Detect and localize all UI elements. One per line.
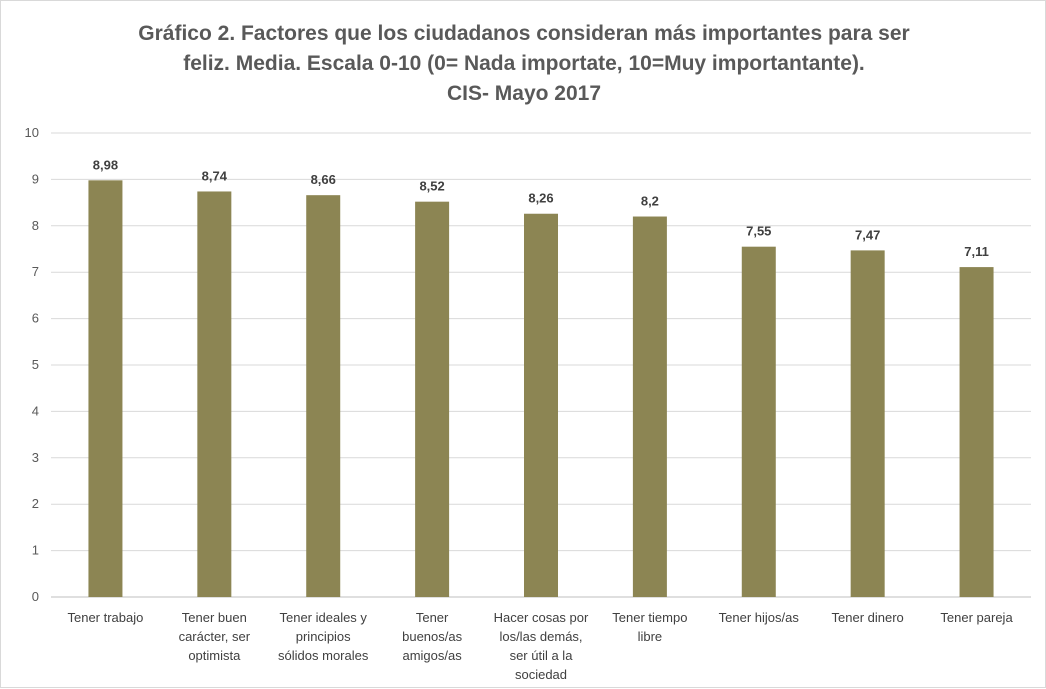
category-label: buenos/as bbox=[402, 629, 462, 644]
bar bbox=[88, 180, 123, 597]
category-label: principios bbox=[296, 629, 351, 644]
y-tick-label: 2 bbox=[32, 496, 39, 511]
y-tick-label: 6 bbox=[32, 311, 39, 326]
category-label: Tener bbox=[416, 610, 449, 625]
chart-title: Gráfico 2. Factores que los ciudadanos c… bbox=[61, 19, 987, 109]
y-tick-label: 4 bbox=[32, 403, 39, 418]
bar bbox=[632, 216, 667, 597]
chart-title-line-1: Gráfico 2. Factores que los ciudadanos c… bbox=[138, 22, 910, 45]
data-label: 8,2 bbox=[641, 194, 659, 209]
y-tick-label: 10 bbox=[25, 125, 39, 140]
category-label: sociedad bbox=[515, 667, 567, 682]
y-tick-label: 9 bbox=[32, 171, 39, 186]
category-label: sólidos morales bbox=[278, 648, 369, 663]
chart-title-line-2: feliz. Media. Escala 0-10 (0= Nada impor… bbox=[183, 52, 865, 75]
category-label: Tener dinero bbox=[832, 610, 904, 625]
category-label: libre bbox=[638, 629, 663, 644]
y-tick-label: 0 bbox=[32, 589, 39, 604]
data-label: 8,26 bbox=[528, 191, 553, 206]
chart-title-line-3: CIS- Mayo 2017 bbox=[446, 82, 602, 105]
data-label: 8,74 bbox=[202, 168, 228, 183]
bar bbox=[741, 246, 776, 597]
bar bbox=[850, 250, 885, 597]
category-label: Tener tiempo bbox=[612, 610, 687, 625]
category-label: amigos/as bbox=[402, 648, 462, 663]
category-label: Tener pareja bbox=[940, 610, 1013, 625]
category-label: optimista bbox=[188, 648, 241, 663]
category-label: carácter, ser bbox=[179, 629, 251, 644]
category-label: Tener ideales y bbox=[279, 610, 367, 625]
y-tick-label: 7 bbox=[32, 264, 39, 279]
category-label: los/las demás, bbox=[499, 629, 582, 644]
category-label: Tener hijos/as bbox=[719, 610, 800, 625]
bar bbox=[959, 267, 994, 597]
bar bbox=[197, 191, 232, 598]
y-tick-label: 1 bbox=[32, 543, 39, 558]
category-label: Hacer cosas por bbox=[494, 610, 589, 625]
y-tick-label: 8 bbox=[32, 218, 39, 233]
bar bbox=[524, 213, 558, 597]
category-label: ser útil a la bbox=[510, 648, 574, 663]
category-label: Tener trabajo bbox=[67, 610, 143, 625]
category-label: Tener buen bbox=[182, 610, 247, 625]
data-label: 8,66 bbox=[311, 172, 336, 187]
y-tick-label: 5 bbox=[32, 357, 39, 372]
data-label: 7,11 bbox=[964, 244, 989, 259]
data-label: 7,55 bbox=[746, 224, 771, 239]
data-label: 8,98 bbox=[93, 157, 118, 172]
data-label: 8,52 bbox=[419, 179, 444, 194]
bar bbox=[306, 195, 341, 597]
data-label: 7,47 bbox=[855, 227, 880, 242]
y-tick-label: 3 bbox=[32, 450, 39, 465]
bar bbox=[415, 201, 450, 597]
